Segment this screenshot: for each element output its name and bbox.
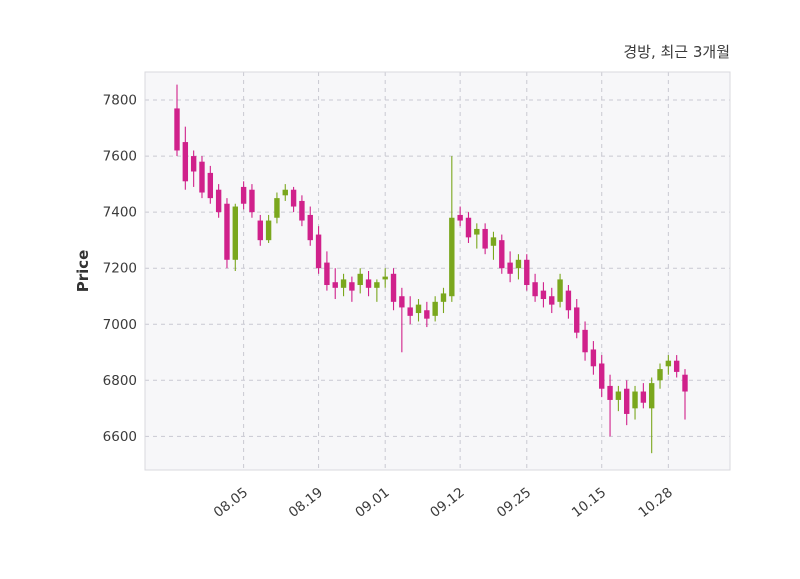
candle — [332, 268, 338, 300]
candle — [640, 383, 647, 409]
x-tick-label: 10.15 — [569, 485, 609, 521]
candle — [507, 251, 513, 283]
x-tick-label: 08.19 — [286, 485, 326, 521]
x-tick-label: 09.25 — [494, 485, 534, 521]
x-tick-label: 10.28 — [635, 485, 675, 521]
candle — [415, 299, 422, 322]
candle — [457, 206, 463, 227]
candle — [399, 287, 405, 353]
candle — [582, 321, 588, 361]
candle — [624, 380, 630, 426]
candle — [657, 363, 663, 389]
candle — [199, 156, 205, 199]
candle — [174, 84, 180, 157]
y-tick-label: 7600 — [103, 149, 137, 165]
candle — [282, 184, 288, 201]
x-tick-label: 09.12 — [427, 485, 467, 521]
candle — [565, 285, 572, 319]
candle — [648, 377, 655, 454]
candle — [524, 254, 530, 291]
candle — [190, 150, 197, 187]
x-tick-label: 09.01 — [352, 485, 392, 521]
candle — [482, 223, 488, 255]
y-tick-label: 7400 — [103, 205, 137, 221]
candle — [315, 226, 322, 274]
candle — [574, 299, 580, 339]
candle — [590, 341, 597, 375]
candle — [299, 195, 305, 227]
candle — [182, 126, 189, 190]
candle — [665, 355, 672, 375]
candle — [440, 287, 447, 314]
x-tick-label: 08.05 — [211, 485, 251, 521]
candle — [324, 251, 330, 291]
candle — [615, 385, 622, 412]
y-tick-label: 7200 — [103, 261, 137, 277]
candle — [240, 181, 247, 210]
candle — [290, 186, 297, 213]
candle — [340, 273, 347, 297]
candle — [382, 268, 388, 288]
candle — [357, 268, 363, 294]
plot-area — [145, 72, 730, 470]
y-tick-label: 6600 — [103, 429, 137, 445]
candle — [515, 254, 522, 280]
candle — [557, 273, 563, 308]
candle — [673, 355, 680, 378]
candle — [224, 198, 230, 269]
candle — [349, 276, 355, 302]
candle — [249, 184, 255, 218]
candle — [257, 214, 263, 246]
candle — [540, 282, 547, 308]
candle — [307, 206, 313, 246]
candle — [232, 203, 238, 271]
candle — [499, 234, 505, 274]
candles — [174, 84, 688, 454]
candle — [607, 374, 613, 437]
candle — [390, 268, 397, 311]
candle — [424, 301, 430, 328]
y-tick-label: 7800 — [103, 93, 137, 109]
candle — [465, 212, 472, 243]
candle — [549, 287, 555, 314]
y-axis-tick-labels: 6600 6800 7000 7200 7400 7600 7800 — [103, 93, 137, 445]
candle — [215, 184, 222, 218]
y-tick-label: 6800 — [103, 373, 137, 389]
candle — [474, 223, 480, 249]
gridlines — [145, 72, 730, 470]
candle — [432, 296, 438, 322]
candle — [374, 279, 380, 302]
chart-title: 경방, 최근 3개월 — [623, 43, 730, 61]
plot-border — [144, 71, 731, 471]
candle — [274, 192, 280, 224]
candle — [407, 296, 413, 325]
candle — [449, 156, 455, 302]
candle — [207, 165, 214, 204]
candle — [365, 271, 372, 297]
candle — [682, 369, 688, 420]
candle — [532, 273, 538, 302]
x-axis-tick-labels: 08.05 08.19 09.01 09.12 09.25 10.15 10.28 — [211, 485, 676, 521]
y-tick-label: 7000 — [103, 317, 137, 333]
candle — [599, 355, 605, 398]
candle — [490, 231, 497, 260]
y-axis-label: Price — [74, 250, 92, 293]
candle — [265, 214, 272, 243]
candle — [632, 385, 638, 420]
